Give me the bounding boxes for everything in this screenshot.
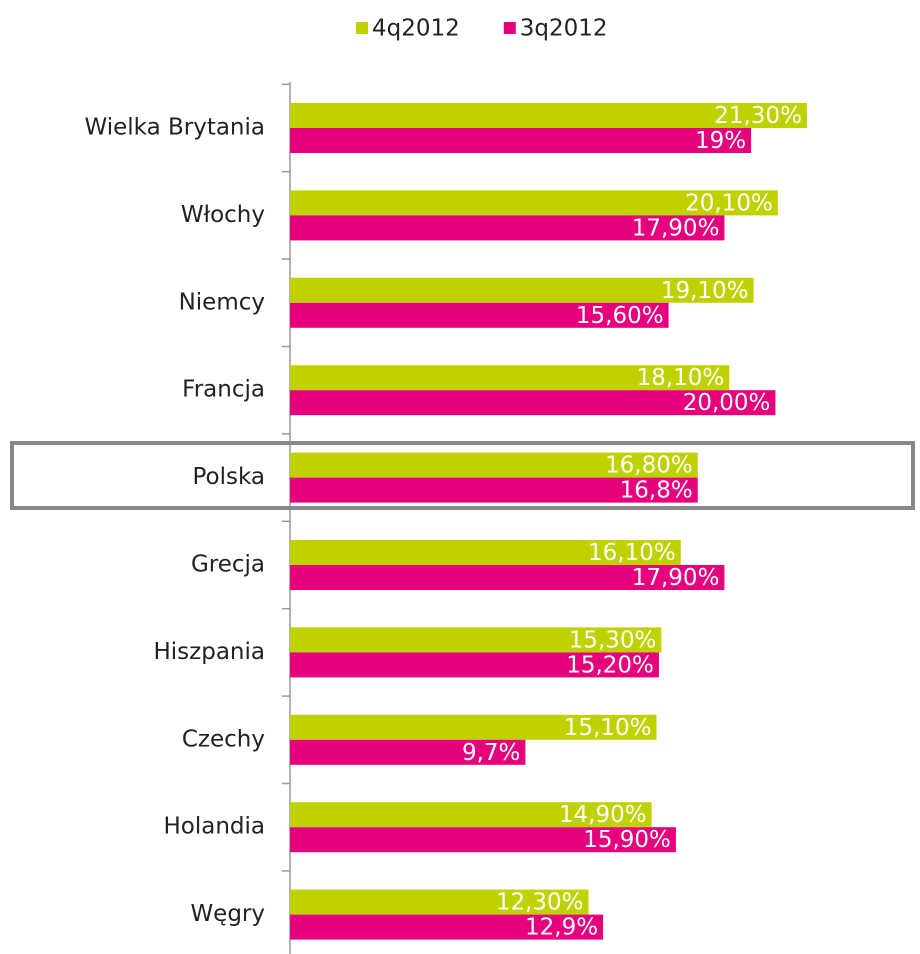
bar xyxy=(290,802,652,828)
value-label: 17,90% xyxy=(632,215,720,241)
value-label: 19,10% xyxy=(661,278,749,304)
value-label: 15,90% xyxy=(583,827,671,853)
bar xyxy=(290,277,754,303)
value-label: 16,8% xyxy=(620,478,693,504)
bar xyxy=(290,627,662,653)
bar xyxy=(290,302,669,328)
value-label: 20,00% xyxy=(683,390,771,416)
value-label: 20,10% xyxy=(685,190,773,216)
value-label: 15,10% xyxy=(564,715,652,741)
value-label: 21,30% xyxy=(714,103,802,129)
category-label: Hiszpania xyxy=(154,639,266,665)
value-label: 15,60% xyxy=(576,303,664,329)
category-label: Grecja xyxy=(191,552,265,578)
value-label: 14,90% xyxy=(559,802,647,828)
value-label: 19% xyxy=(695,128,746,154)
value-label: 12,9% xyxy=(525,915,598,941)
legend-swatch xyxy=(503,22,516,34)
value-label: 16,80% xyxy=(605,453,693,479)
bar xyxy=(290,477,698,503)
bar xyxy=(290,914,604,940)
value-label: 12,30% xyxy=(496,890,584,916)
category-label: Niemcy xyxy=(179,289,265,315)
bar xyxy=(290,190,778,216)
value-label: 15,30% xyxy=(569,627,657,653)
bar xyxy=(290,714,657,740)
legend-swatch xyxy=(356,22,368,34)
bar xyxy=(290,103,807,128)
value-label: 17,90% xyxy=(632,565,720,591)
highlight-box xyxy=(10,441,915,510)
bar xyxy=(290,889,589,915)
category-label: Francja xyxy=(182,377,265,403)
bar xyxy=(290,365,730,391)
category-label: Holandia xyxy=(163,814,265,840)
category-label: Wielka Brytania xyxy=(84,115,265,141)
bar xyxy=(290,827,676,853)
value-label: 9,7% xyxy=(462,740,520,766)
value-label: 18,10% xyxy=(637,365,725,391)
legend-label: 4q2012 xyxy=(372,16,460,42)
bar xyxy=(290,565,725,590)
category-label: Węgry xyxy=(190,901,265,927)
bar xyxy=(290,390,776,416)
category-label: Polska xyxy=(192,464,265,490)
category-label: Włochy xyxy=(181,202,265,228)
bar xyxy=(290,540,681,565)
bar xyxy=(290,739,526,765)
bar xyxy=(290,452,698,478)
value-label: 15,20% xyxy=(566,652,654,678)
bar xyxy=(290,215,725,241)
bar xyxy=(290,652,659,678)
legend-label: 3q2012 xyxy=(520,16,608,42)
bar xyxy=(290,128,752,153)
value-label: 16,10% xyxy=(588,540,676,566)
category-label: Czechy xyxy=(182,726,265,752)
